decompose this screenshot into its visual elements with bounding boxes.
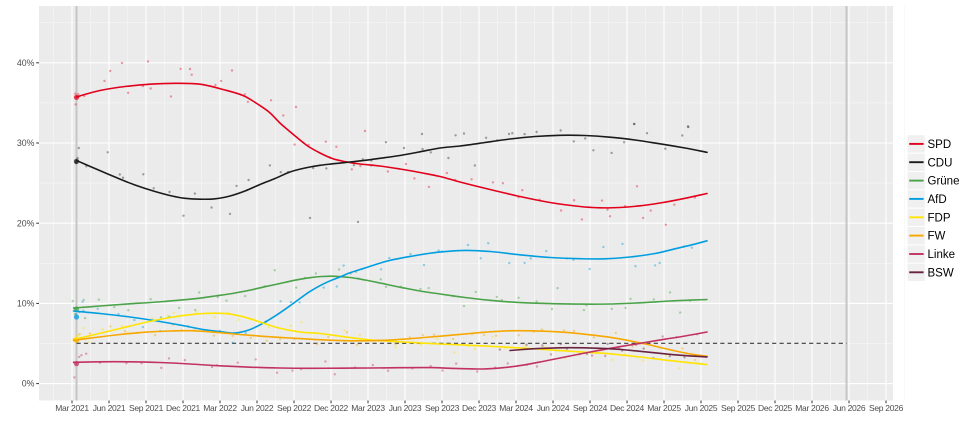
svg-text:Grüne: Grüne	[928, 176, 960, 188]
svg-text:Sep 2026: Sep 2026	[869, 403, 904, 413]
svg-text:Mar 2026: Mar 2026	[795, 403, 829, 413]
svg-text:20%: 20%	[17, 218, 35, 228]
svg-text:Mar 2021: Mar 2021	[55, 403, 89, 413]
svg-text:Sep 2024: Sep 2024	[573, 403, 608, 413]
svg-text:10%: 10%	[17, 299, 35, 309]
svg-text:AfD: AfD	[928, 194, 947, 206]
svg-text:FW: FW	[928, 231, 946, 243]
svg-text:Sep 2023: Sep 2023	[425, 403, 460, 413]
svg-text:SPD: SPD	[928, 139, 952, 151]
svg-text:Mar 2022: Mar 2022	[203, 403, 237, 413]
svg-text:Jun 2021: Jun 2021	[93, 403, 126, 413]
svg-text:40%: 40%	[17, 58, 35, 68]
svg-text:Sep 2025: Sep 2025	[721, 403, 756, 413]
svg-text:Jun 2022: Jun 2022	[241, 403, 274, 413]
svg-text:Dec 2024: Dec 2024	[610, 403, 645, 413]
svg-text:Mar 2025: Mar 2025	[647, 403, 681, 413]
svg-text:CDU: CDU	[928, 157, 953, 169]
svg-text:Jun 2025: Jun 2025	[685, 403, 718, 413]
svg-text:Jun 2023: Jun 2023	[389, 403, 422, 413]
svg-text:Linke: Linke	[928, 249, 956, 261]
svg-text:Sep 2021: Sep 2021	[129, 403, 164, 413]
svg-text:Dec 2022: Dec 2022	[314, 403, 349, 413]
svg-text:Jun 2026: Jun 2026	[833, 403, 866, 413]
svg-text:Dec 2021: Dec 2021	[166, 403, 201, 413]
svg-text:Dec 2025: Dec 2025	[758, 403, 793, 413]
svg-text:Sep 2022: Sep 2022	[277, 403, 312, 413]
svg-text:FDP: FDP	[928, 212, 951, 224]
svg-text:Mar 2023: Mar 2023	[351, 403, 385, 413]
svg-text:Dec 2023: Dec 2023	[462, 403, 497, 413]
svg-text:Jun 2024: Jun 2024	[537, 403, 570, 413]
svg-text:BSW: BSW	[928, 267, 954, 279]
svg-text:Mar 2024: Mar 2024	[499, 403, 533, 413]
svg-text:0%: 0%	[22, 379, 35, 389]
svg-text:30%: 30%	[17, 138, 35, 148]
